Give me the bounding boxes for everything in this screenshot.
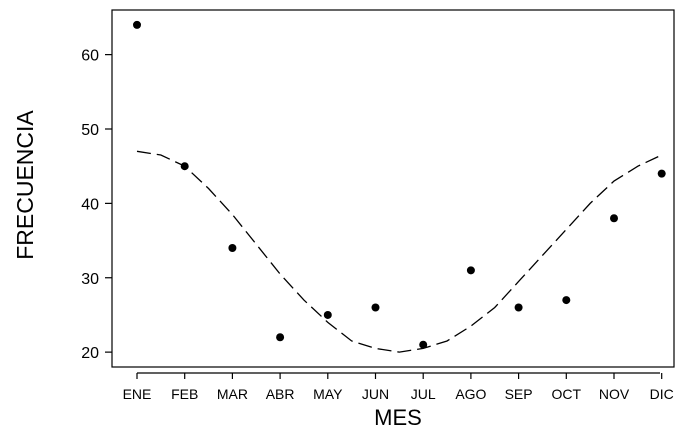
- data-point-feb: [180, 162, 189, 171]
- x-tick-label: AGO: [455, 386, 486, 402]
- y-axis: 20 30 40 50 60: [81, 48, 112, 362]
- x-axis-title: MES: [374, 405, 422, 427]
- data-point-dic: [657, 169, 666, 178]
- x-tick-label: ABR: [266, 386, 295, 402]
- y-tick-label: 60: [81, 48, 99, 65]
- data-point-jul: [419, 340, 428, 349]
- x-tick-label: JUL: [411, 386, 436, 402]
- y-tick-label: 20: [81, 345, 99, 362]
- x-tick-label: SEP: [505, 386, 533, 402]
- x-tick-label: MAY: [313, 386, 343, 402]
- data-point-nov: [610, 214, 618, 223]
- data-point-may: [323, 310, 332, 319]
- data-point-abr: [276, 333, 285, 342]
- data-point-jun: [371, 303, 380, 312]
- x-tick-label: FEB: [171, 386, 198, 402]
- x-tick-label: NOV: [599, 386, 630, 402]
- x-tick-label: OCT: [552, 386, 582, 402]
- y-axis-title: FRECUENCIA: [12, 110, 38, 260]
- data-points: [133, 20, 666, 349]
- data-point-mar: [228, 244, 237, 252]
- plot-area-frame: [111, 9, 675, 368]
- data-point-sep: [514, 303, 523, 312]
- x-tick-label: ENE: [123, 386, 152, 402]
- data-point-ago: [466, 266, 475, 275]
- x-tick-label: MAR: [217, 386, 248, 402]
- y-tick-label: 50: [81, 122, 99, 139]
- data-point-ene: [133, 20, 141, 29]
- dashed-fit-curve: [136, 150, 662, 353]
- y-tick-label: 40: [81, 196, 99, 213]
- x-tick-label: JUN: [362, 386, 389, 402]
- x-tick-label: DIC: [650, 386, 674, 402]
- y-tick-label: 30: [81, 271, 99, 288]
- data-point-oct: [562, 296, 571, 305]
- x-axis: ENE FEB MAR ABR MAY JUN JUL AGO SEP OCT NOV DIC: [123, 372, 674, 402]
